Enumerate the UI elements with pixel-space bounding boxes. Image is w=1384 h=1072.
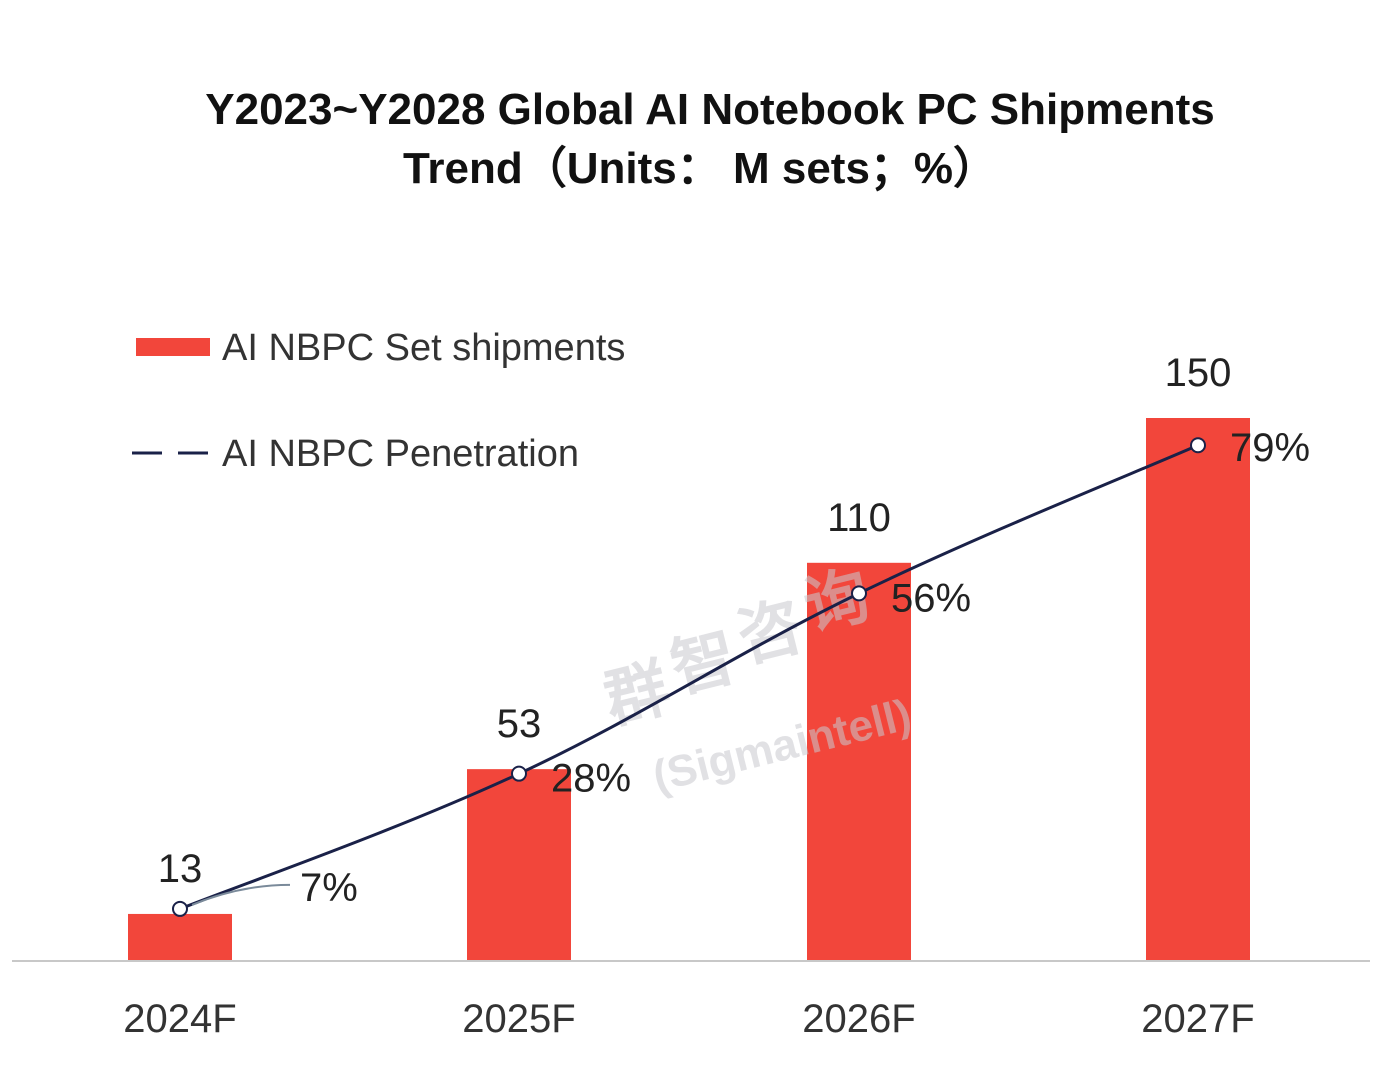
chart-title-line2: Trend（Units： M sets；%） [403, 144, 997, 193]
legend: AI NBPC Set shipments AI NBPC Penetratio… [132, 327, 625, 475]
bar-value-labels: 13 53 110 150 [158, 351, 1232, 891]
x-tick-label: 2026F [802, 997, 915, 1041]
x-axis-ticks: 2024F 2025F 2026F 2027F [123, 997, 1254, 1041]
bar-value-label: 53 [497, 702, 542, 746]
penetration-label: 28% [551, 757, 631, 801]
penetration-point-2027f [1190, 437, 1206, 454]
bar-value-label: 150 [1165, 351, 1232, 395]
x-tick-label: 2024F [123, 997, 236, 1041]
watermark-char: 群 [597, 651, 677, 736]
penetration-point-2024f [172, 900, 188, 917]
watermark-char: 咨 [730, 589, 810, 674]
penetration-label: 56% [891, 576, 971, 620]
x-tick-label: 2025F [462, 997, 575, 1041]
bar-value-label: 110 [827, 496, 891, 540]
legend-line-label: AI NBPC Penetration [222, 433, 579, 475]
legend-bar-swatch [136, 338, 210, 356]
x-tick-label: 2027F [1141, 997, 1254, 1041]
chart-title-line1: Y2023~Y2028 Global AI Notebook PC Shipme… [205, 85, 1214, 134]
penetration-point-2025f [511, 765, 527, 782]
penetration-line [179, 443, 1199, 911]
penetration-labels: 7% 28% 56% 79% [300, 426, 1310, 910]
bar-value-label: 13 [158, 847, 203, 891]
bar-2025f [467, 769, 571, 961]
penetration-label: 7% [300, 866, 358, 910]
bar-2026f [807, 562, 911, 961]
label-leader-line [191, 883, 291, 906]
penetration-label: 79% [1230, 426, 1310, 470]
bars [128, 418, 1250, 961]
penetration-points [172, 437, 1206, 917]
penetration-point-2026f [851, 585, 867, 602]
legend-bar-label: AI NBPC Set shipments [222, 327, 625, 369]
bar-2027f [1146, 418, 1250, 961]
bar-2024f [128, 913, 232, 961]
